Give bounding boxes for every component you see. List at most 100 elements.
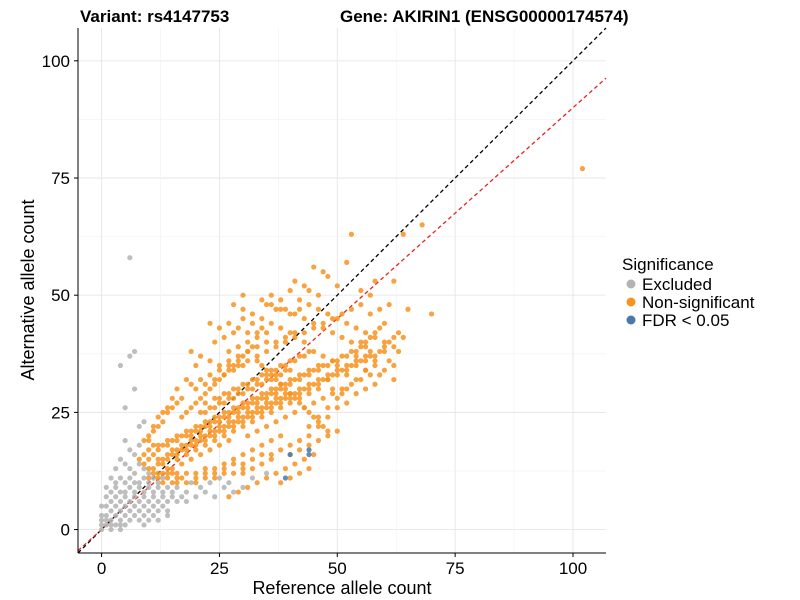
point-fdr-0-05 xyxy=(306,451,312,458)
point-non-significant xyxy=(315,381,322,387)
point-non-significant xyxy=(329,391,336,397)
point-non-significant xyxy=(216,442,223,448)
point-non-significant xyxy=(226,367,232,373)
point-excluded xyxy=(141,522,147,528)
point-non-significant xyxy=(254,400,260,406)
point-non-significant xyxy=(150,428,157,434)
point-non-significant xyxy=(311,400,317,406)
point-non-significant xyxy=(155,442,161,448)
point-non-significant xyxy=(226,320,232,326)
ticks: 0 25 50 75 100 0 25 50 75 100 xyxy=(42,52,588,578)
point-non-significant xyxy=(306,287,312,294)
point-non-significant xyxy=(362,367,369,373)
point-non-significant xyxy=(259,395,265,401)
point-non-significant xyxy=(296,376,303,383)
point-excluded xyxy=(98,517,105,523)
legend-label: Non-significant xyxy=(642,293,755,312)
point-excluded xyxy=(122,480,128,486)
point-non-significant xyxy=(146,466,152,472)
point-non-significant xyxy=(230,419,237,425)
point-non-significant xyxy=(207,358,213,364)
point-non-significant xyxy=(207,447,213,453)
point-non-significant xyxy=(221,409,227,415)
point-non-significant xyxy=(235,358,241,364)
point-non-significant xyxy=(259,391,265,397)
point-fdr-0-05 xyxy=(287,451,293,458)
point-non-significant xyxy=(212,419,218,425)
point-non-significant xyxy=(259,405,265,411)
point-non-significant xyxy=(188,456,194,462)
point-non-significant xyxy=(348,348,355,355)
point-non-significant xyxy=(339,334,345,340)
point-non-significant xyxy=(240,423,246,430)
point-non-significant xyxy=(263,339,270,345)
point-non-significant xyxy=(183,447,190,453)
point-excluded xyxy=(136,442,142,448)
point-non-significant xyxy=(320,423,326,430)
point-non-significant xyxy=(207,419,213,425)
point-non-significant xyxy=(193,428,199,434)
point-non-significant xyxy=(315,306,322,312)
point-non-significant xyxy=(169,470,175,476)
point-non-significant xyxy=(358,287,364,294)
point-non-significant xyxy=(174,433,180,439)
point-non-significant xyxy=(164,437,171,444)
point-non-significant xyxy=(273,419,279,425)
point-non-significant xyxy=(287,376,293,383)
point-non-significant xyxy=(367,311,373,317)
point-non-significant xyxy=(245,381,251,387)
point-excluded xyxy=(141,419,147,425)
point-excluded xyxy=(122,503,128,509)
point-non-significant xyxy=(377,325,383,331)
point-excluded xyxy=(207,480,213,486)
point-non-significant xyxy=(263,400,270,406)
point-excluded xyxy=(103,494,109,500)
point-non-significant xyxy=(160,461,166,467)
point-non-significant xyxy=(372,278,378,284)
point-non-significant xyxy=(325,362,331,369)
point-non-significant xyxy=(254,330,260,336)
point-non-significant xyxy=(259,316,265,322)
point-excluded xyxy=(108,522,114,528)
point-excluded xyxy=(113,494,119,500)
point-non-significant xyxy=(273,339,279,345)
point-non-significant xyxy=(372,362,378,369)
point-non-significant xyxy=(292,334,298,340)
point-excluded xyxy=(221,484,227,490)
point-non-significant xyxy=(245,400,251,406)
point-non-significant xyxy=(273,376,279,383)
point-excluded xyxy=(174,498,180,505)
point-non-significant xyxy=(282,395,289,401)
point-non-significant xyxy=(362,339,369,345)
point-non-significant xyxy=(230,423,237,430)
point-non-significant xyxy=(226,419,232,425)
point-non-significant xyxy=(278,405,284,411)
point-non-significant xyxy=(202,409,208,415)
point-non-significant xyxy=(282,386,289,392)
point-non-significant xyxy=(193,442,199,448)
point-non-significant xyxy=(226,395,232,401)
point-non-significant xyxy=(212,395,218,401)
point-non-significant xyxy=(296,297,303,303)
point-non-significant xyxy=(325,372,331,378)
point-excluded xyxy=(164,512,171,519)
point-non-significant xyxy=(150,470,157,476)
point-non-significant xyxy=(268,391,274,397)
point-non-significant xyxy=(296,395,303,401)
point-non-significant xyxy=(230,470,237,476)
point-non-significant xyxy=(372,381,378,387)
point-non-significant xyxy=(344,372,350,378)
point-non-significant xyxy=(245,414,251,420)
point-non-significant xyxy=(235,325,241,331)
point-excluded xyxy=(113,484,119,490)
point-non-significant xyxy=(306,381,312,387)
point-non-significant xyxy=(249,409,256,415)
point-non-significant xyxy=(306,409,312,415)
point-non-significant xyxy=(334,367,340,373)
point-non-significant xyxy=(226,494,232,500)
point-non-significant xyxy=(216,367,223,373)
point-non-significant xyxy=(202,381,208,387)
point-non-significant xyxy=(207,405,213,411)
point-non-significant xyxy=(183,428,190,434)
point-non-significant xyxy=(400,334,406,340)
